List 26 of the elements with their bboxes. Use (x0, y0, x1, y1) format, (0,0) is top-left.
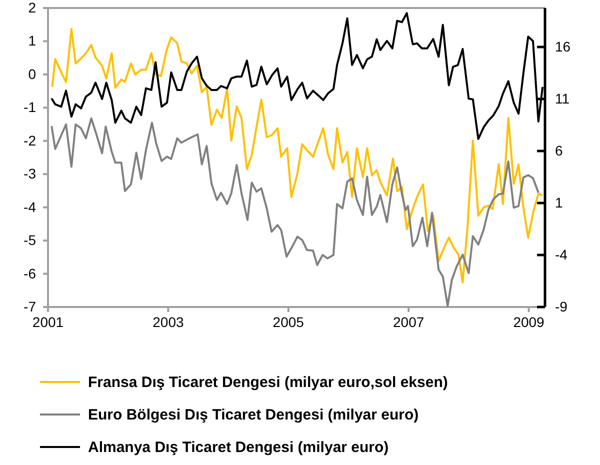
y2-tick-label: -4 (555, 246, 568, 262)
y2-tick-label: -9 (555, 298, 568, 314)
line-series (50, 117, 540, 307)
y-tick-label: -1 (24, 99, 36, 116)
y-tick-label: 2 (28, 0, 36, 16)
x-tick-label: 2001 (32, 314, 64, 330)
x-tick-label: 2007 (393, 314, 424, 330)
y-tick-label: -4 (24, 198, 36, 215)
y-tick-label: -3 (24, 166, 36, 182)
legend-label: Almanya Dış Ticaret Dengesi (milyar euro) (88, 439, 389, 456)
y2-tick-label: 11 (555, 90, 570, 106)
y-tick-label: 1 (28, 32, 36, 49)
y2-tick-label: 1 (555, 194, 563, 210)
legend-label: Fransa Dış Ticaret Dengesi (milyar euro,sol eksen) (88, 374, 448, 391)
y-tick-label: -5 (24, 232, 36, 248)
y-tick-label: -7 (24, 298, 36, 314)
y-tick-label: 0 (28, 66, 36, 82)
y2-tick-label: 16 (555, 38, 571, 54)
y2-tick-label: 6 (555, 142, 563, 158)
x-tick-label: 2009 (513, 314, 545, 330)
x-tick-label: 2003 (152, 314, 184, 330)
line-series (51, 28, 544, 284)
y-tick-label: -6 (24, 265, 36, 282)
y-tick-label: -2 (24, 132, 36, 148)
legend-label: Euro Bölgesi Dış Ticaret Dengesi (milyar euro) (88, 406, 419, 424)
x-tick-label: 2005 (272, 314, 304, 330)
